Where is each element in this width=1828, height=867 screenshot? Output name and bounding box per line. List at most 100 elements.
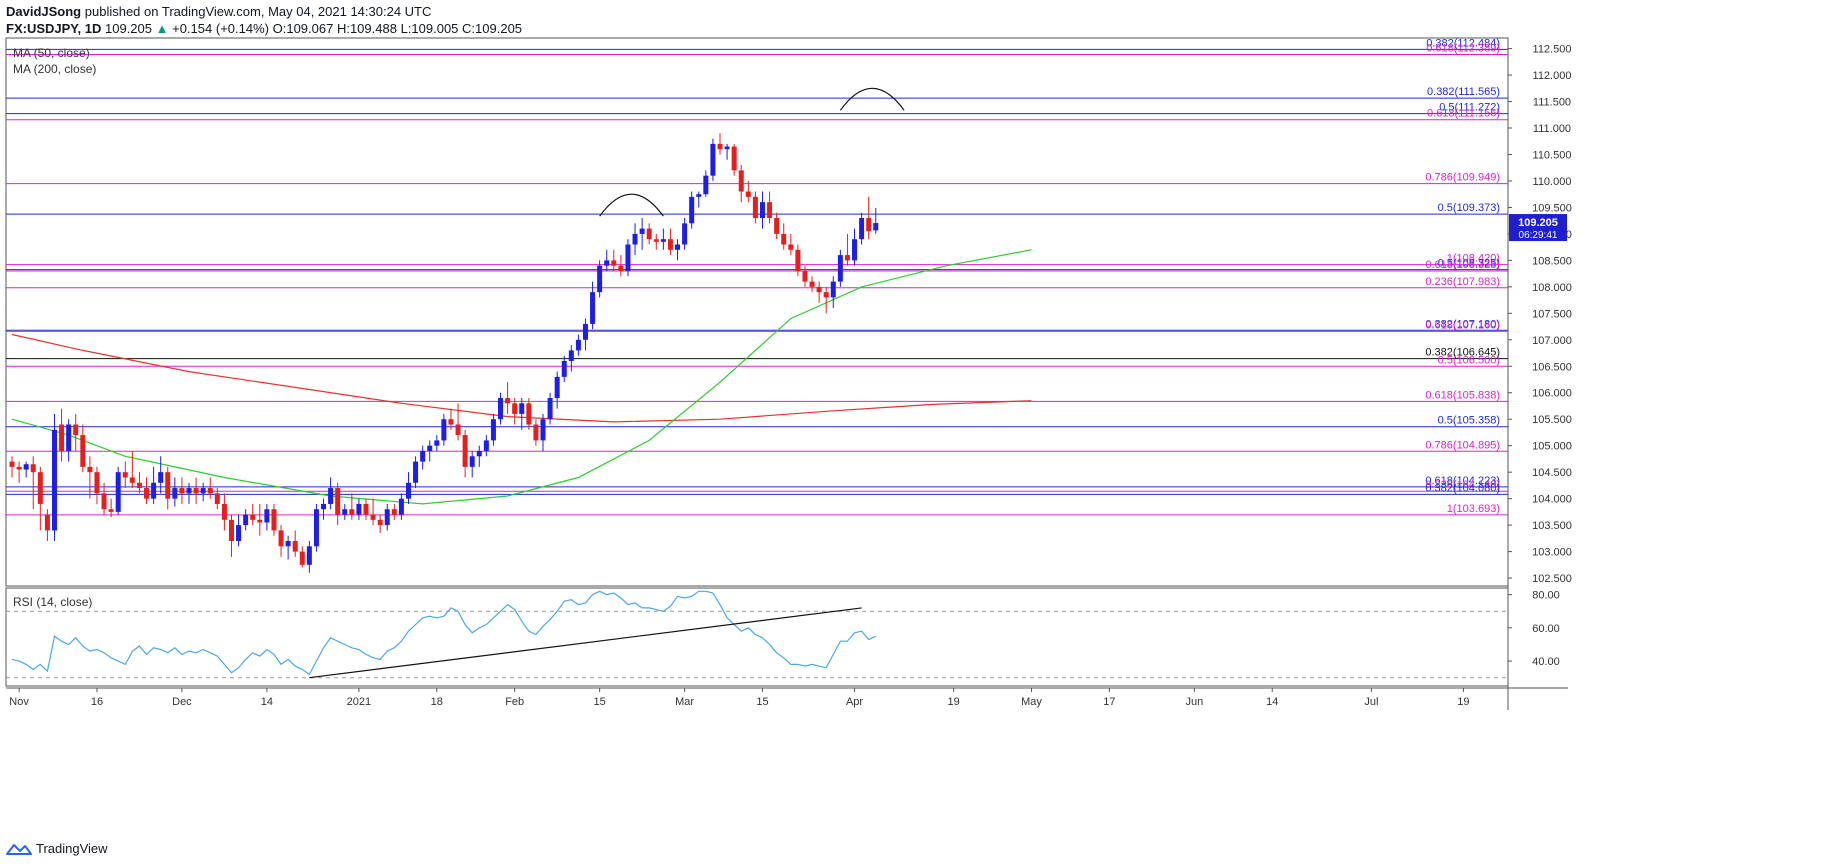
pattern-arc[interactable] [839, 87, 905, 111]
candle[interactable] [51, 413, 57, 541]
candle[interactable] [667, 228, 673, 256]
candle[interactable] [604, 249, 610, 271]
candle[interactable] [540, 413, 546, 451]
candle[interactable] [802, 265, 808, 287]
candle[interactable] [292, 530, 298, 557]
candle[interactable] [759, 191, 765, 229]
candle[interactable] [221, 493, 227, 531]
candle[interactable] [285, 535, 291, 560]
candle[interactable] [483, 435, 489, 457]
candle[interactable] [207, 477, 213, 499]
candle[interactable] [618, 255, 624, 277]
candle[interactable] [526, 398, 532, 430]
candle[interactable] [774, 212, 780, 240]
candle[interactable] [313, 503, 319, 552]
candle[interactable] [505, 382, 511, 414]
candle[interactable] [349, 493, 355, 520]
candle[interactable] [689, 191, 695, 229]
candle[interactable] [724, 143, 730, 160]
candle[interactable] [703, 170, 709, 197]
rsi-line[interactable] [11, 590, 877, 676]
price-plot-area[interactable] [6, 48, 1508, 573]
candle[interactable] [66, 419, 72, 462]
candle[interactable] [752, 191, 758, 224]
candle[interactable] [455, 403, 461, 441]
rsi-plot-area[interactable] [6, 590, 1508, 679]
candle[interactable] [214, 488, 220, 510]
candle[interactable] [278, 525, 284, 557]
candle[interactable] [391, 503, 397, 520]
candle[interactable] [434, 435, 440, 451]
candle[interactable] [335, 482, 341, 526]
candle[interactable] [660, 228, 666, 250]
candle[interactable] [547, 392, 553, 425]
candle[interactable] [151, 466, 157, 504]
candle[interactable] [568, 345, 574, 372]
candle[interactable] [377, 514, 383, 534]
candle[interactable] [342, 503, 348, 520]
ma200-line[interactable] [11, 333, 1032, 423]
candle[interactable] [696, 191, 702, 208]
candle[interactable] [30, 456, 36, 510]
candle[interactable] [462, 429, 468, 478]
author-name[interactable]: DavidJSong [6, 4, 82, 19]
pattern-arc[interactable] [599, 193, 664, 217]
candle[interactable] [745, 180, 751, 203]
candle[interactable] [228, 514, 234, 557]
candle[interactable] [469, 450, 475, 478]
ma50-line[interactable] [11, 249, 1032, 505]
candle[interactable] [625, 239, 631, 277]
candle[interactable] [873, 208, 879, 234]
candle[interactable] [44, 509, 50, 541]
candle[interactable] [398, 493, 404, 520]
candle[interactable] [597, 260, 603, 298]
candle[interactable] [172, 477, 178, 507]
candle[interactable] [356, 498, 362, 520]
candle[interactable] [653, 233, 659, 250]
rsi-trendline[interactable] [309, 607, 862, 679]
candle[interactable] [165, 466, 171, 510]
candle[interactable] [420, 445, 426, 470]
candle[interactable] [9, 456, 15, 478]
candle[interactable] [476, 445, 482, 467]
candle[interactable] [859, 212, 865, 245]
candle[interactable] [441, 413, 447, 446]
symbol-label[interactable]: FX:USDJPY, 1D [6, 21, 102, 36]
candle[interactable] [59, 408, 65, 462]
candle[interactable] [823, 286, 829, 314]
candle[interactable] [158, 456, 164, 494]
candle[interactable] [122, 461, 128, 489]
candle[interactable] [575, 334, 581, 356]
footer-brand[interactable]: TradingView [6, 841, 108, 856]
candle[interactable] [682, 218, 688, 250]
candle[interactable] [108, 498, 114, 518]
indicator-legend[interactable]: MA (50, close) [13, 46, 90, 60]
candle[interactable] [611, 249, 617, 271]
candle[interactable] [795, 244, 801, 277]
candle[interactable] [328, 477, 334, 510]
rsi-legend[interactable]: RSI (14, close) [13, 595, 92, 609]
candle[interactable] [115, 466, 121, 515]
candle[interactable] [809, 276, 815, 293]
candle[interactable] [710, 138, 716, 181]
candle[interactable] [816, 281, 822, 303]
candle[interactable] [405, 472, 411, 504]
candle[interactable] [370, 498, 376, 526]
candle[interactable] [236, 514, 242, 547]
candle[interactable] [738, 165, 744, 203]
candle[interactable] [512, 398, 518, 425]
candle[interactable] [427, 440, 433, 462]
candle[interactable] [37, 466, 43, 531]
candle[interactable] [830, 276, 836, 309]
candle[interactable] [490, 413, 496, 446]
candle[interactable] [144, 477, 150, 504]
candle[interactable] [264, 503, 270, 531]
candle[interactable] [675, 239, 681, 261]
candle[interactable] [299, 546, 305, 568]
candle[interactable] [179, 477, 185, 504]
candle[interactable] [413, 456, 419, 489]
candle[interactable] [767, 191, 773, 224]
candle[interactable] [632, 223, 638, 256]
candle[interactable] [23, 461, 29, 478]
candle[interactable] [448, 408, 454, 430]
